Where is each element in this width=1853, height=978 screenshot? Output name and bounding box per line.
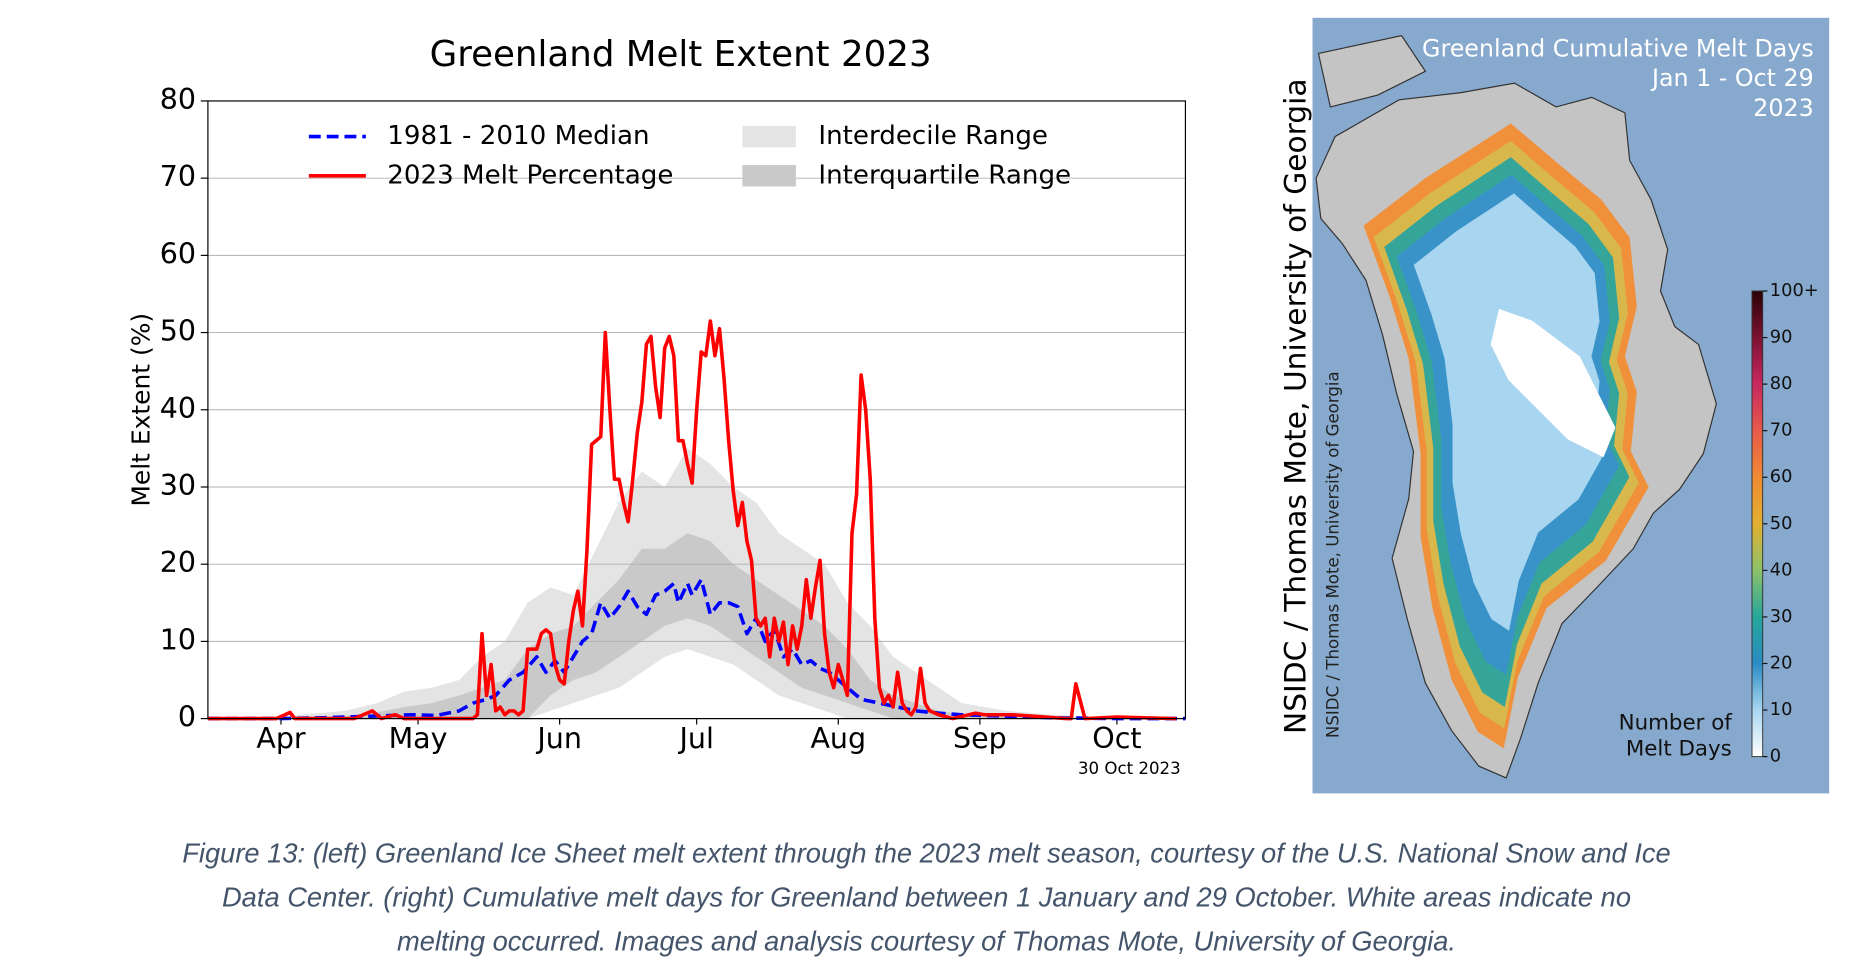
caption-line: Figure 13: (left) Greenland Ice Sheet me… [182,837,1671,868]
colorbar-tick-label: 10 [1770,699,1793,720]
colorbar-tick-label: 0 [1770,746,1781,767]
series-line [207,319,1177,721]
plot-frame [207,100,1187,720]
colorbar-label: Number of [1619,710,1733,735]
map-title: 2023 [1753,94,1813,122]
colorbar-tick-label: 70 [1770,420,1793,441]
credit-small: NSIDC / Thomas Mote, University of Georg… [1323,371,1342,738]
map-geography [1315,34,1717,779]
x-tick-label: Oct [1092,722,1141,755]
x-tick-label: Jun [535,722,582,755]
band-area [207,533,1186,719]
colorbar [1751,290,1764,758]
land [1317,34,1427,108]
chart-title: Greenland Melt Extent 2023 [430,34,932,75]
caption: Figure 13: (left) Greenland Ice Sheet me… [182,837,1671,956]
legend-label: Interdecile Range [818,121,1048,151]
legend-label: Interquartile Range [818,160,1071,190]
colorbar-tick-label: 40 [1770,559,1793,580]
legend-swatch [742,165,796,187]
colorbar-tick-label: 20 [1770,652,1793,673]
colorbar-label: Melt Days [1626,736,1732,761]
plot-area: 0 10 20 30 40 50 60 70 80 Apr May Jun Jul Aug Sep Oct 19… [160,83,1187,755]
x-tick-label: Jul [677,722,713,755]
colorbar-tick-label: 80 [1770,373,1793,394]
series-line [207,577,1186,721]
y-tick-label: 80 [160,83,196,116]
colorbar-tick-label: 60 [1770,466,1793,487]
y-tick-label: 30 [160,469,196,502]
y-tick-label: 50 [160,315,196,348]
x-tick-label: Apr [256,722,306,755]
annotation: 30 Oct 2023 [1078,759,1181,778]
ice-sheet [1363,123,1649,749]
y-tick-label: 60 [160,237,196,270]
y-tick-label: 40 [160,392,196,425]
colorbar-tick-label: 100+ [1770,280,1819,301]
colorbar-tick-label: 50 [1770,513,1793,534]
caption-line: Data Center. (right) Cumulative melt day… [222,881,1631,912]
y-tick-label: 0 [178,701,196,734]
y-tick-label: 20 [160,546,196,579]
caption-line: melting occurred. Images and analysis co… [397,925,1456,956]
map-title: Greenland Cumulative Melt Days [1422,34,1814,62]
legend-label: 2023 Melt Percentage [387,160,673,190]
y-tick-label: 10 [160,623,196,656]
x-tick-label: May [389,722,448,755]
legend-swatch [742,125,796,148]
credit-large: NSIDC / Thomas Mote, University of Georg… [1279,78,1314,734]
colorbar-tick-label: 30 [1770,606,1793,627]
x-tick-label: Aug [810,722,866,755]
x-tick-label: Sep [953,722,1007,755]
legend-label: 1981 - 2010 Median [387,121,649,151]
colorbar-tick-label: 90 [1770,327,1793,348]
map-title: Jan 1 - Oct 29 [1650,64,1814,92]
y-tick-label: 70 [160,160,196,193]
y-axis-label: Melt Extent (%) [127,313,156,507]
